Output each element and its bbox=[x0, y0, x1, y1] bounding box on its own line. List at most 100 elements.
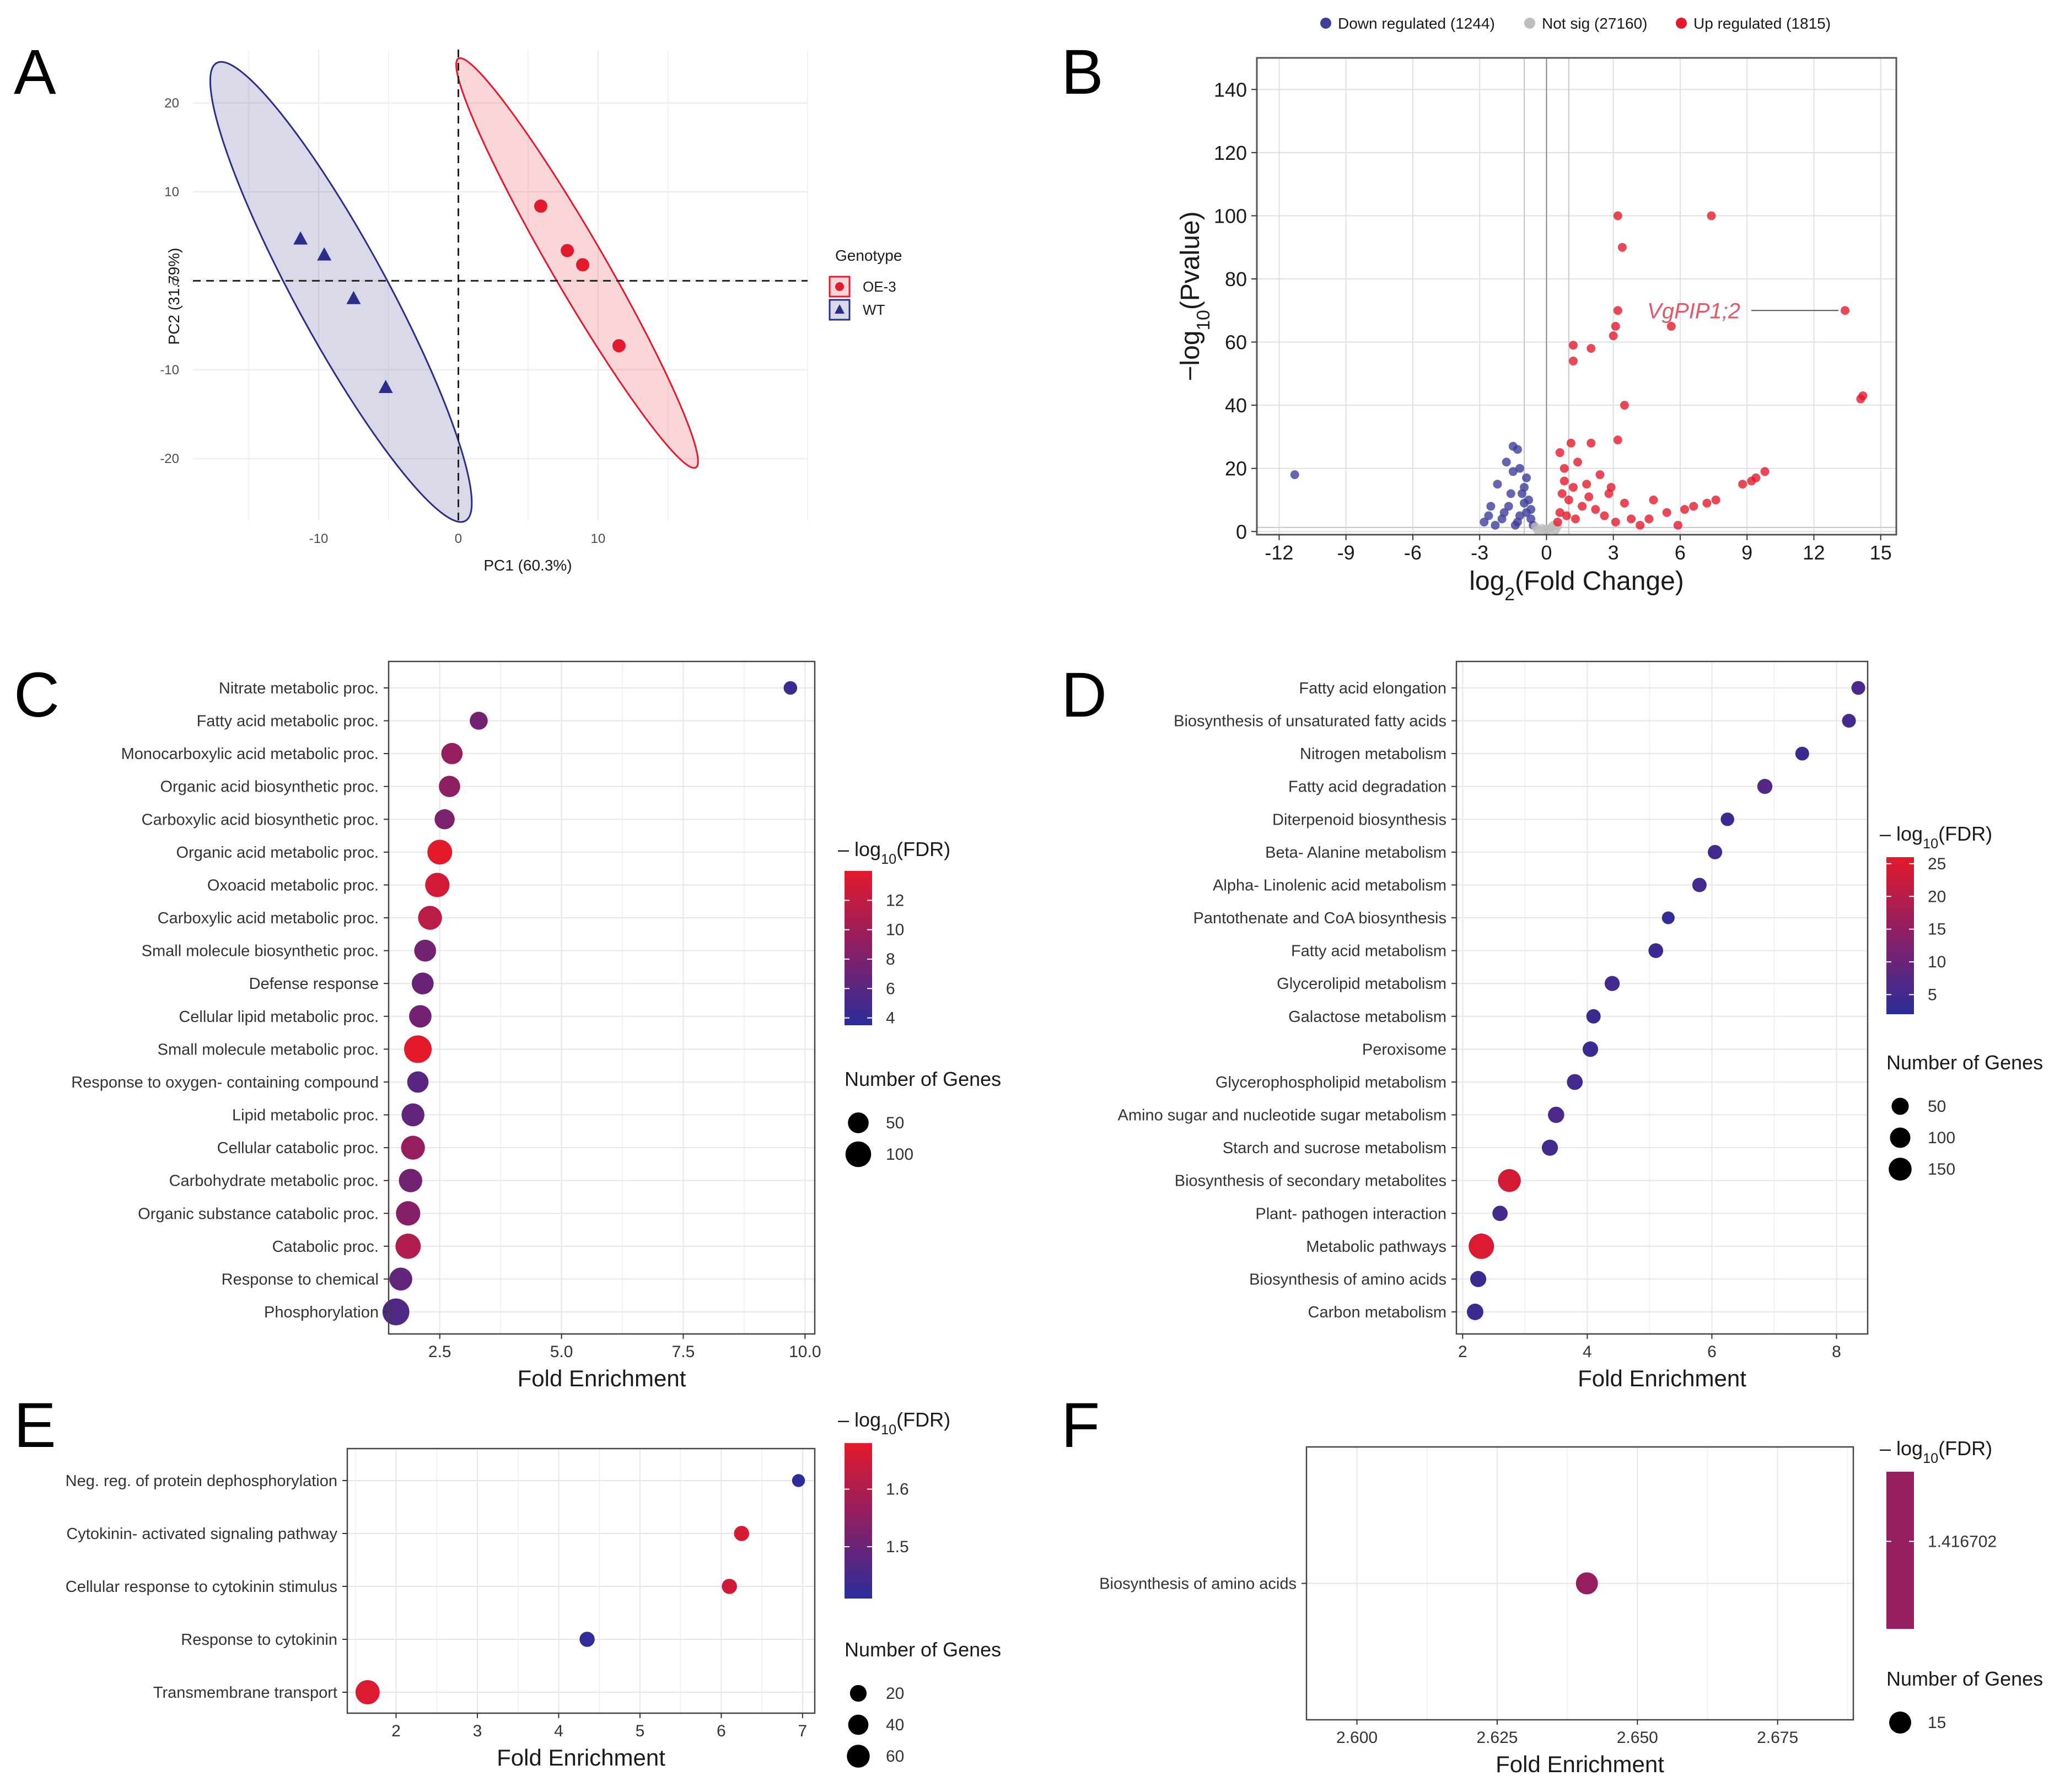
pca-point-wt bbox=[346, 290, 361, 304]
c-category-label: Oxoacid metabolic proc. bbox=[207, 876, 379, 894]
c-dot bbox=[783, 681, 798, 695]
d-color-legend: – log10(FDR) 5 10 15 20 25 bbox=[1880, 822, 1992, 1014]
volcano-point-up bbox=[1611, 518, 1620, 527]
c-category-label: Organic acid metabolic proc. bbox=[176, 844, 379, 862]
c-size-legend-title: Number of Genes bbox=[845, 1068, 1001, 1090]
volcano-x-tick-label: -3 bbox=[1471, 541, 1488, 564]
d-grid bbox=[1456, 661, 1868, 1334]
d-category-label: Metabolic pathways bbox=[1306, 1238, 1446, 1256]
e-color-legend: – log10(FDR) 1.5 1.6 bbox=[838, 1408, 950, 1599]
d-colorbar-tick-label: 15 bbox=[1928, 921, 1946, 939]
c-dot bbox=[434, 809, 455, 830]
pca-point-wt bbox=[378, 380, 393, 394]
d-dot bbox=[1708, 844, 1723, 859]
pca-point-oe-3 bbox=[561, 244, 574, 257]
pca-y-tick-label: 10 bbox=[164, 185, 179, 200]
c-color-legend-title: – log10(FDR) bbox=[838, 838, 950, 867]
volcano-point-up bbox=[1760, 467, 1770, 476]
d-category-label: Plant- pathogen interaction bbox=[1255, 1205, 1446, 1223]
panel-b-volcano: VgPIP1;2 -12 -9 -6 -3 0 3 6 9 12 15 0 20 40 60 80 100 120… bbox=[1176, 15, 1897, 605]
c-dot bbox=[396, 1201, 421, 1226]
volcano-point-down bbox=[1502, 458, 1511, 467]
e-category-label: Transmembrane transport bbox=[153, 1684, 337, 1702]
c-colorbar-tick-label: 4 bbox=[886, 1009, 895, 1027]
c-dot bbox=[414, 939, 437, 962]
volcano-y-tick-label: 120 bbox=[1214, 142, 1247, 164]
panel-label-D: D bbox=[1061, 660, 1107, 730]
c-dot bbox=[409, 1005, 432, 1028]
volcano-x-tick-label: 9 bbox=[1741, 541, 1752, 564]
c-colorbar bbox=[845, 871, 872, 1025]
volcano-point-up bbox=[1604, 489, 1614, 498]
e-size-legend-label: 60 bbox=[886, 1747, 904, 1766]
d-size-legend-marker bbox=[1889, 1158, 1912, 1181]
c-category-label: Defense response bbox=[249, 975, 379, 993]
d-size-legend-marker bbox=[1891, 1097, 1909, 1115]
pca-legend-label: OE-3 bbox=[863, 278, 896, 295]
d-dot bbox=[1548, 1106, 1564, 1123]
volcano-plot-area bbox=[1257, 58, 1896, 535]
c-dot bbox=[418, 906, 442, 930]
pca-legend-label: WT bbox=[863, 302, 885, 318]
d-dot bbox=[1692, 878, 1707, 892]
volcano-point-up bbox=[1611, 321, 1620, 331]
d-category-label: Amino sugar and nucleotide sugar metabol… bbox=[1118, 1107, 1446, 1124]
panel-label-A: A bbox=[14, 37, 56, 107]
c-dot bbox=[401, 1136, 425, 1160]
volcano-point-up bbox=[1707, 211, 1716, 220]
e-x-tick-label: 5 bbox=[636, 1722, 645, 1740]
e-dot bbox=[792, 1474, 805, 1487]
d-colorbar-tick-label: 5 bbox=[1928, 986, 1937, 1004]
c-category-label: Organic acid biosynthetic proc. bbox=[160, 778, 379, 796]
volcano-point-down bbox=[1484, 511, 1493, 520]
volcano-y-tick-label: 80 bbox=[1225, 268, 1247, 290]
volcano-point-up bbox=[1559, 476, 1569, 486]
e-x-tick-label: 2 bbox=[391, 1722, 401, 1740]
e-size-legend-label: 20 bbox=[886, 1685, 904, 1703]
volcano-point-down bbox=[1508, 467, 1518, 476]
e-colorbar-tick-label: 1.6 bbox=[886, 1481, 909, 1499]
f-colorbar bbox=[1886, 1472, 1914, 1629]
d-dot bbox=[1492, 1206, 1508, 1221]
volcano-point-down bbox=[1493, 480, 1502, 489]
volcano-point-up bbox=[1636, 520, 1645, 530]
c-x-tick-label: 2.5 bbox=[428, 1343, 451, 1361]
volcano-legend-label: Down regulated (1244) bbox=[1338, 15, 1495, 32]
volcano-point-up bbox=[1600, 511, 1609, 520]
e-x-tick-label: 3 bbox=[473, 1722, 482, 1740]
d-category-label: Fatty acid degradation bbox=[1288, 778, 1446, 796]
d-category-label: Fatty acid metabolism bbox=[1291, 943, 1446, 960]
f-x-axis-label: Fold Enrichment bbox=[1496, 1751, 1664, 1777]
d-frame bbox=[1455, 660, 1869, 1335]
volcano-point-up bbox=[1595, 470, 1605, 480]
e-category-label: Cytokinin- activated signaling pathway bbox=[66, 1525, 337, 1543]
d-dot bbox=[1466, 1304, 1483, 1320]
volcano-legend-marker bbox=[1676, 18, 1687, 29]
c-category-label: Nitrate metabolic proc. bbox=[219, 680, 379, 697]
d-color-legend-title: – log10(FDR) bbox=[1880, 822, 1992, 852]
volcano-x-tick-label: -12 bbox=[1265, 541, 1293, 564]
c-frame bbox=[388, 660, 816, 1335]
d-dot bbox=[1541, 1139, 1558, 1156]
pca-y-tick-label: -10 bbox=[160, 363, 179, 378]
d-category-label: Fatty acid elongation bbox=[1299, 680, 1446, 697]
volcano-point-up bbox=[1584, 492, 1594, 502]
c-category-label: Cellular lipid metabolic proc. bbox=[179, 1008, 379, 1026]
panel-c-enrichment: Nitrate metabolic proc. Fatty acid metabo… bbox=[71, 660, 1001, 1391]
pca-legend: Genotype OE-3 WT bbox=[829, 247, 902, 321]
volcano-x-tick-label: 6 bbox=[1675, 541, 1686, 564]
pca-legend-marker bbox=[835, 282, 844, 291]
volcano-point-up bbox=[1559, 464, 1569, 473]
volcano-point-down bbox=[1504, 502, 1513, 511]
e-x-tick-label: 4 bbox=[554, 1722, 563, 1740]
volcano-point-up bbox=[1680, 505, 1690, 514]
d-category-label: Peroxisome bbox=[1362, 1041, 1446, 1058]
volcano-point-up bbox=[1613, 211, 1622, 220]
volcano-point-up bbox=[1620, 498, 1629, 508]
e-category-label: Response to cytokinin bbox=[181, 1631, 337, 1649]
c-size-legend: Number of Genes 50 100 bbox=[845, 1068, 1001, 1167]
volcano-point-down bbox=[1497, 514, 1507, 524]
e-size-legend-marker bbox=[847, 1745, 870, 1768]
c-dot bbox=[425, 873, 450, 897]
d-category-label: Biosynthesis of secondary metabolites bbox=[1175, 1172, 1446, 1190]
